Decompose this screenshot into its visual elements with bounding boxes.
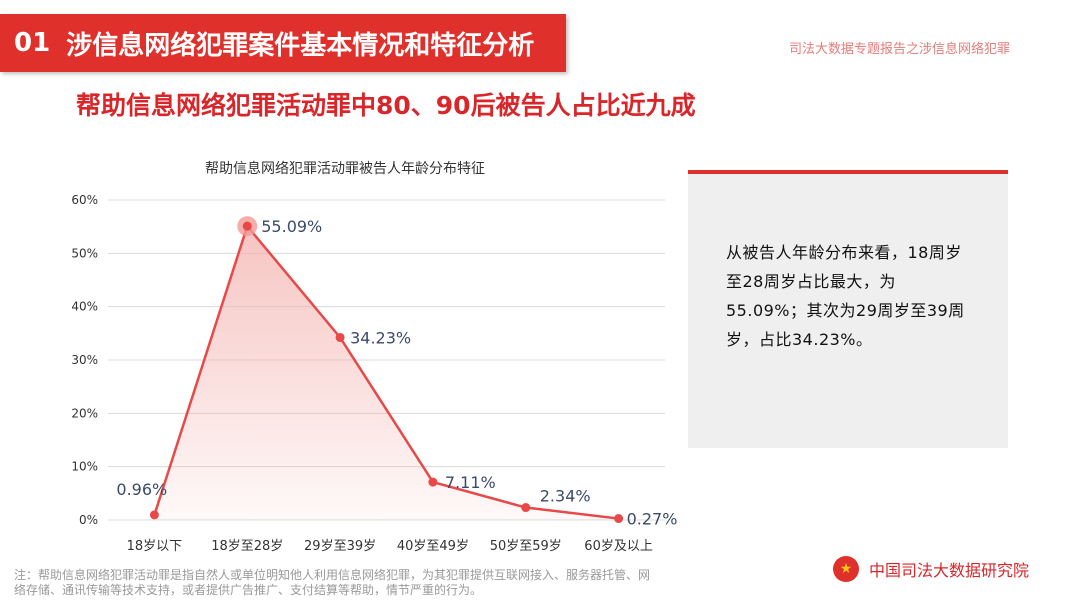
y-tick-label: 0% [79,513,98,527]
data-point [149,510,159,520]
data-label: 0.96% [116,480,167,499]
organization-logo: 中国司法大数据研究院 [833,556,1029,582]
y-tick-label: 60% [71,193,98,207]
y-axis-ticks: 0% 10% 20% 30% 40% 50% 60% [71,193,98,527]
footnote: 注：帮助信息网络犯罪活动罪是指自然人或单位明知他人利用信息网络犯罪，为其犯罪提供… [14,568,651,597]
x-tick-label: 60岁及以上 [584,539,653,554]
data-point [242,221,252,231]
summary-text: 从被告人年龄分布来看，18周岁至28周岁占比最大，为55.09%；其次为29周岁… [726,243,965,349]
data-point [428,477,438,487]
organization-name: 中国司法大数据研究院 [869,561,1030,580]
data-point [521,503,531,513]
data-label: 34.23% [350,328,411,347]
y-tick-label: 10% [71,460,98,474]
chart-title: 帮助信息网络犯罪活动罪被告人年龄分布特征 [205,161,485,177]
y-tick-label: 20% [71,406,98,420]
x-tick-label: 29岁至39岁 [304,539,376,554]
x-tick-label: 40岁至49岁 [397,539,469,554]
area-fill [154,226,619,520]
section-number: 01 [14,28,51,58]
x-tick-label: 50岁至59岁 [490,539,562,554]
y-tick-label: 50% [71,246,98,260]
y-tick-label: 30% [71,353,98,367]
report-tag: 司法大数据专题报告之涉信息网络犯罪 [788,42,1010,57]
y-tick-label: 40% [71,300,98,314]
data-points [149,216,624,524]
section-header-bar: 01 涉信息网络犯罪案件基本情况和特征分析 [0,14,566,72]
data-labels: 0.96% 55.09% 34.23% 7.11% 2.34% 0.27% [116,217,677,528]
page-headline: 帮助信息网络犯罪活动罪中80、90后被告人占比近九成 [76,91,696,120]
x-tick-label: 18岁以下 [127,539,183,554]
x-axis-ticks: 18岁以下 18岁至28岁 29岁至39岁 40岁至49岁 50岁至59岁 60岁及以上 [127,539,653,554]
data-label: 0.27% [627,510,678,529]
data-label: 7.11% [445,473,496,492]
data-label: 2.34% [540,487,591,506]
summary-panel: 从被告人年龄分布来看，18周岁至28周岁占比最大，为55.09%；其次为29周岁… [688,170,1008,448]
data-label: 55.09% [261,217,322,236]
data-point [335,332,345,342]
age-distribution-chart: 0% 10% 20% 30% 40% 50% 60% 0.96% 55.09% 34.23% 7.… [71,193,677,554]
national-emblem-icon [833,556,859,582]
data-point [614,514,624,524]
section-title: 涉信息网络犯罪案件基本情况和特征分析 [66,30,535,61]
series-line [153,223,619,520]
x-tick-label: 18岁至28岁 [211,539,283,554]
